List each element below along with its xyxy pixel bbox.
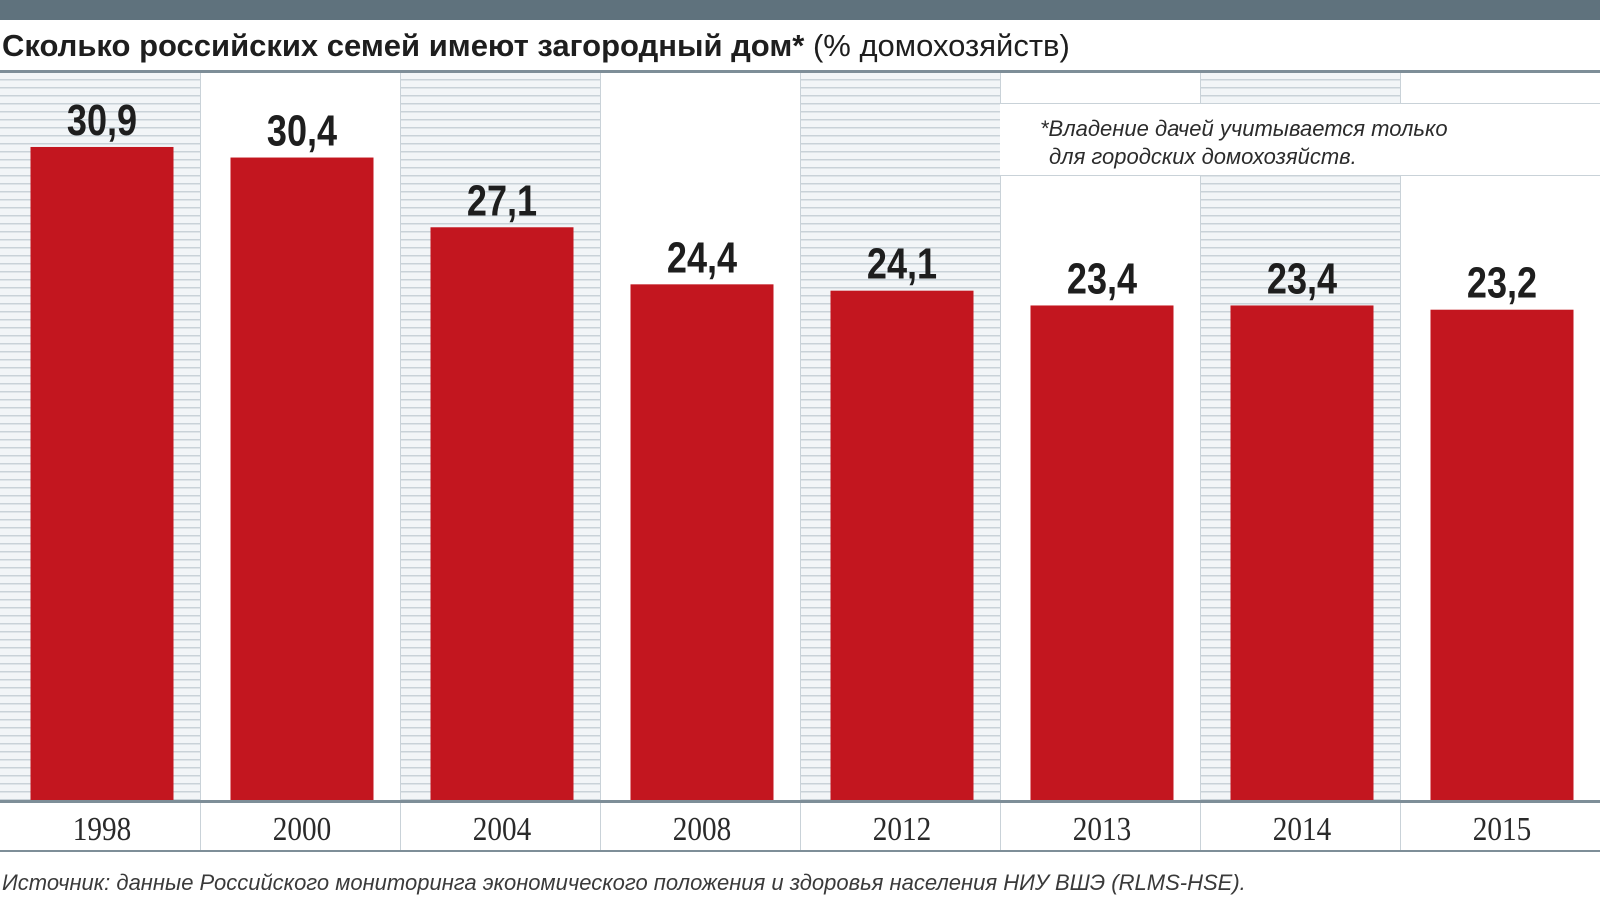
- bar-2012: [830, 290, 974, 800]
- x-tick-2000: 2000: [273, 810, 331, 848]
- bar-2004: [430, 227, 574, 800]
- x-tick-1998: 1998: [73, 810, 131, 848]
- footnote-line-2: для городских домохозяйств.: [1049, 144, 1357, 169]
- bar-2014: [1230, 305, 1374, 800]
- x-tick-2014: 2014: [1273, 810, 1332, 848]
- x-axis-labels: 1998 2000 2004 2008 2012 2013 2014 2015: [0, 800, 1600, 852]
- title-text: Сколько российских семей имеют загородны…: [2, 28, 805, 63]
- value-labels: 30,9 30,4 27,1 24,4 24,1 23,4 23,4 23,2: [67, 96, 1537, 308]
- title-unit: (% домохозяйств): [804, 28, 1070, 63]
- footnote-box: *Владение дачей учитывается только для г…: [1040, 115, 1540, 171]
- footnote-line-1: *Владение дачей учитывается только: [1040, 116, 1448, 141]
- x-tick-2004: 2004: [473, 810, 532, 848]
- chart-title: Сколько российских семей имеют загородны…: [2, 28, 1070, 64]
- source-credit: Источник: данные Российского мониторинга…: [2, 870, 1246, 895]
- bars: [30, 146, 1574, 800]
- value-label-2013: 23,4: [1067, 254, 1138, 303]
- bar-2013: [1030, 305, 1174, 800]
- bar-chart: 30,9 30,4 27,1 24,4 24,1 23,4 23,4 23,2 1998 200…: [0, 73, 1600, 852]
- value-label-2000: 30,4: [267, 106, 338, 155]
- value-label-2015: 23,2: [1467, 258, 1537, 307]
- x-tick-2008: 2008: [673, 810, 731, 848]
- x-axis-line: [0, 800, 1600, 803]
- value-label-2008: 24,4: [667, 233, 738, 282]
- value-label-2014: 23,4: [1267, 254, 1338, 303]
- x-tick-2012: 2012: [873, 810, 931, 848]
- bar-2015: [1430, 309, 1574, 800]
- value-label-1998: 30,9: [67, 96, 137, 145]
- chart-header: Сколько российских семей имеют загородны…: [0, 22, 1600, 70]
- value-label-2004: 27,1: [467, 176, 537, 225]
- header-rule: [0, 70, 1600, 73]
- bottom-rule: [0, 850, 1600, 852]
- x-tick-2015: 2015: [1473, 810, 1531, 848]
- bar-2008: [630, 284, 774, 800]
- footnote-background: [1000, 103, 1600, 175]
- bar-1998: [30, 146, 174, 800]
- top-accent-bar: [0, 0, 1600, 20]
- x-tick-2013: 2013: [1073, 810, 1131, 848]
- bar-2000: [230, 157, 374, 800]
- value-label-2012: 24,1: [867, 239, 937, 288]
